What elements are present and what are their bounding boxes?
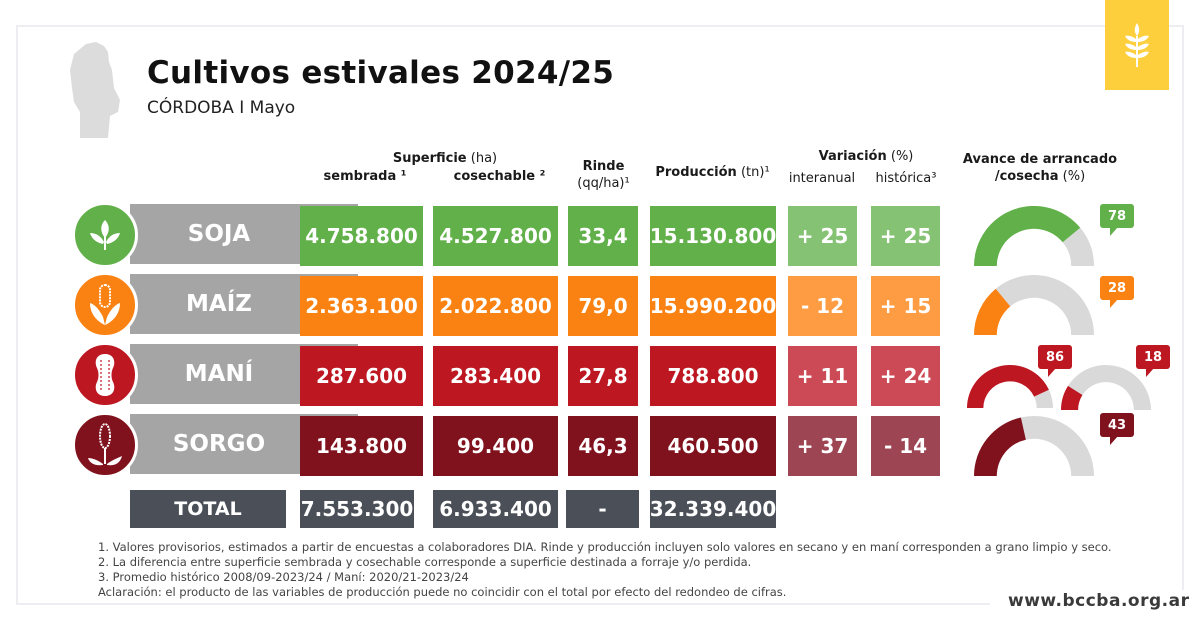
- footnote-aclaracion: Aclaración: el producto de las variables…: [98, 585, 787, 599]
- header-avance: Avance de arrancado/cosecha (%): [962, 152, 1118, 184]
- footnote-3: 3. Promedio histórico 2008/09-2023/24 / …: [98, 570, 469, 584]
- total-label: TOTAL: [130, 490, 286, 528]
- cell-cosechable: 4.527.800: [433, 206, 558, 266]
- gauge-maiz: [974, 275, 1094, 335]
- cell-var-interanual: + 25: [788, 206, 857, 266]
- peanut-icon: [72, 342, 138, 408]
- cell-var-historica: + 25: [871, 206, 940, 266]
- cell-var-historica: + 15: [871, 276, 940, 336]
- cordoba-map-icon: [70, 42, 120, 138]
- header-interanual: interanual: [788, 171, 856, 186]
- page-title: Cultivos estivales 2024/25: [147, 55, 615, 91]
- website-link[interactable]: www.bccba.org.ar: [1008, 591, 1190, 611]
- cell-rinde: 33,4: [568, 206, 638, 266]
- gauge-value-bubble: 43: [1100, 413, 1134, 445]
- total-sembrada: 7.553.300: [300, 490, 414, 528]
- cell-sembrada: 2.363.100: [300, 276, 423, 336]
- cell-sembrada: 143.800: [300, 416, 423, 476]
- gauge-track: [1034, 389, 1053, 408]
- cell-var-interanual: + 11: [788, 346, 857, 406]
- gauge-fill: [974, 288, 1011, 335]
- footnote-2: 2. La diferencia entre superficie sembra…: [98, 555, 752, 569]
- corn-icon: [72, 272, 138, 338]
- gauge-soja: [974, 206, 1094, 266]
- cell-produccion: 788.800: [650, 346, 776, 406]
- wheat-icon: [1125, 23, 1149, 67]
- gauge-track: [1062, 227, 1094, 266]
- total-rinde: -: [566, 490, 639, 528]
- gauge-fill: [1061, 385, 1083, 410]
- cell-cosechable: 283.400: [433, 346, 558, 406]
- total-cosechable: 6.933.400: [433, 490, 558, 528]
- gauge-track: [995, 275, 1094, 335]
- gauge-mani-arrancado: [967, 365, 1053, 408]
- cell-produccion: 15.990.200: [650, 276, 776, 336]
- gauge-mani-cosecha: [1061, 365, 1151, 410]
- header-rinde: Rinde (qq/ha)¹: [577, 159, 630, 191]
- gauge-value-bubble: 18: [1136, 345, 1170, 377]
- header-superficie: Superficie (ha): [392, 151, 498, 166]
- cell-rinde: 46,3: [568, 416, 638, 476]
- footnote-1: 1. Valores provisorios, estimados a part…: [98, 540, 1112, 554]
- gauge-fill: [974, 206, 1081, 266]
- cell-sembrada: 287.600: [300, 346, 423, 406]
- header-variacion: Variación (%): [818, 149, 914, 164]
- header-historica: histórica³: [875, 171, 937, 186]
- header-cosechable: cosechable ²: [453, 169, 546, 184]
- gauge-fill: [974, 417, 1026, 476]
- gauge-value-bubble: 28: [1100, 276, 1134, 308]
- gauge-track: [1068, 365, 1151, 410]
- cell-cosechable: 2.022.800: [433, 276, 558, 336]
- soybean-plant-icon: [72, 202, 138, 268]
- cell-sembrada: 4.758.800: [300, 206, 423, 266]
- header-sembrada: sembrada ¹: [323, 169, 407, 184]
- cell-var-historica: + 24: [871, 346, 940, 406]
- cell-rinde: 27,8: [568, 346, 638, 406]
- cell-cosechable: 99.400: [433, 416, 558, 476]
- page-subtitle: CÓRDOBA I Mayo: [147, 98, 296, 118]
- gauge-fill: [967, 365, 1049, 408]
- gauge-sorgo: [974, 416, 1094, 476]
- cell-rinde: 79,0: [568, 276, 638, 336]
- total-produccion: 32.339.400: [650, 490, 776, 528]
- gauge-value-bubble: 86: [1038, 345, 1072, 377]
- gauge-track: [1020, 416, 1094, 476]
- cell-var-historica: - 14: [871, 416, 940, 476]
- header-produccion: Producción (tn)¹: [655, 165, 770, 180]
- cell-var-interanual: + 37: [788, 416, 857, 476]
- footnotes: 1. Valores provisorios, estimados a part…: [98, 540, 1112, 600]
- cell-produccion: 460.500: [650, 416, 776, 476]
- brand-badge: [1105, 0, 1169, 90]
- cell-produccion: 15.130.800: [650, 206, 776, 266]
- cell-var-interanual: - 12: [788, 276, 857, 336]
- gauge-value-bubble: 78: [1100, 204, 1134, 236]
- sorghum-icon: [72, 412, 138, 478]
